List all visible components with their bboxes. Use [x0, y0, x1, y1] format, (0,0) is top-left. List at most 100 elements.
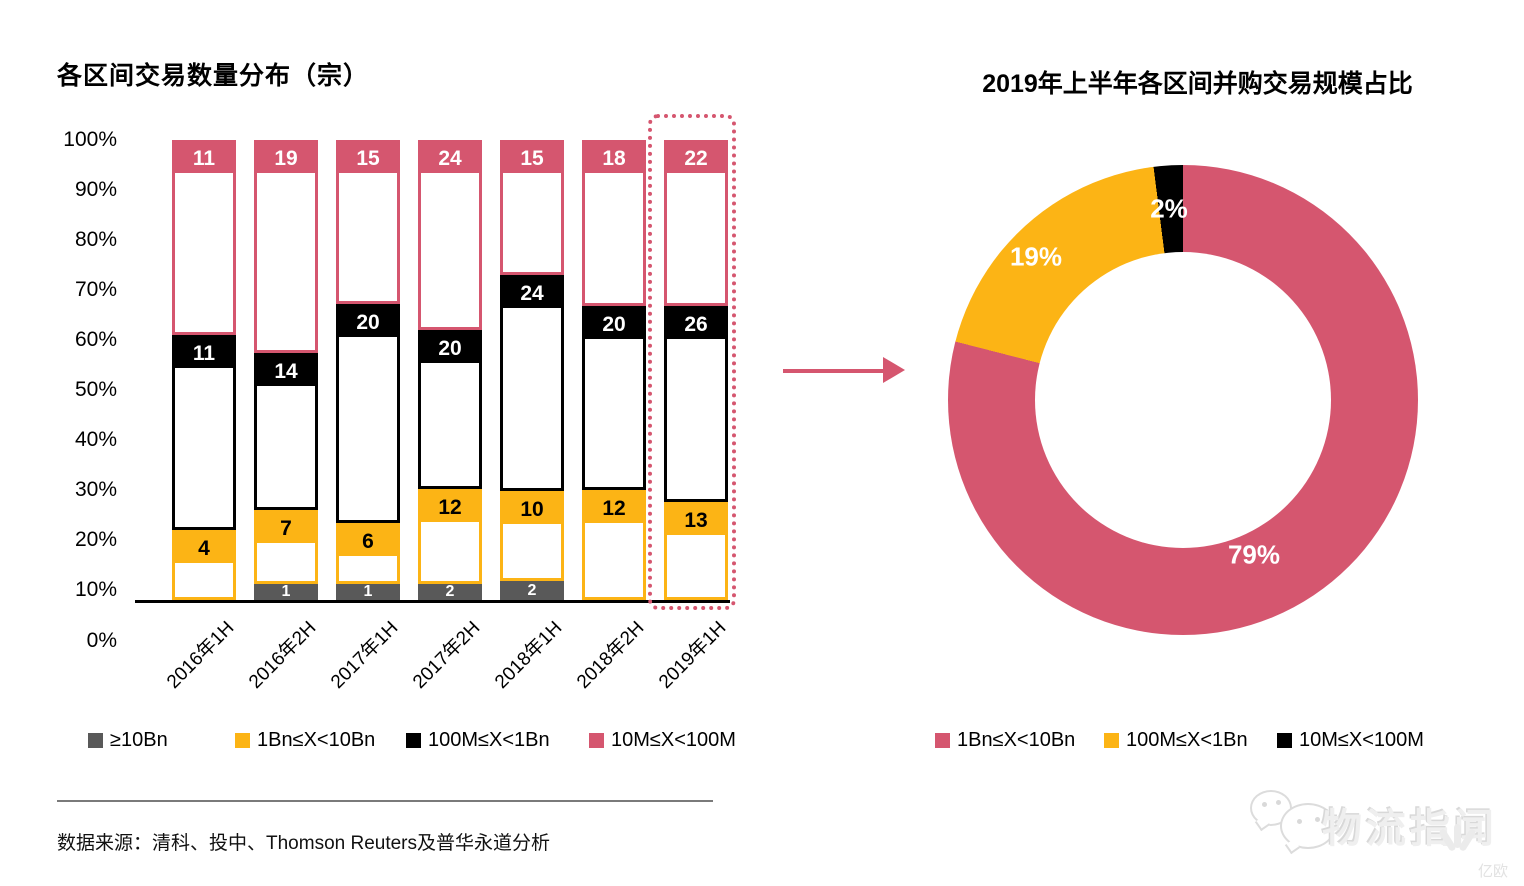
bar-segment: 13 — [664, 502, 728, 600]
segment-value-label: 7 — [257, 513, 315, 543]
watermark: 物流指闻 亿欧 — [1248, 782, 1524, 886]
segment-value-label: 20 — [339, 307, 397, 337]
legend-label: 1Bn≤X<10Bn — [957, 729, 1076, 751]
y-axis-label-50%: 50% — [74, 378, 117, 401]
bubble-eye — [1315, 817, 1320, 822]
legend-label: 10M≤X<100M — [611, 729, 736, 751]
footer-divider — [57, 800, 713, 802]
segment-value-label: 14 — [257, 356, 315, 386]
donut-chart-title: 2019年上半年各区间并购交易规模占比 — [982, 70, 1413, 98]
donut-slice-label-2%: 2% — [1150, 193, 1188, 224]
donut-chart: 79% 19% 2% — [948, 165, 1418, 635]
bar-segment: 1 — [336, 583, 400, 600]
segment-value-label: 11 — [175, 338, 233, 368]
legend-label: 1Bn≤X<10Bn — [257, 729, 376, 751]
segment-value-label: 19 — [257, 143, 315, 173]
legend-item-100m-1bn-yellow: 100M≤X<1Bn — [1104, 729, 1248, 752]
segment-value-label: 13 — [667, 505, 725, 535]
segment-value-label: 12 — [421, 492, 479, 522]
segment-value-label: 20 — [421, 333, 479, 363]
bar-2017年2H: 24 20 12 2 — [418, 140, 482, 600]
segment-value-label: 26 — [667, 309, 725, 339]
bar-2018年2H: 18 20 12 — [582, 140, 646, 600]
watermark-partner-text: 亿欧 — [1478, 863, 1509, 880]
segment-value-label: 10 — [503, 494, 561, 524]
y-axis-label-100%: 100% — [63, 128, 117, 151]
legend-swatch-yellow — [235, 733, 250, 748]
legend-swatch-black — [406, 733, 421, 748]
bar-segment: 4 — [172, 530, 236, 600]
bar-segment: 7 — [254, 510, 318, 584]
legend-item-100m-1bn: 100M≤X<1Bn — [406, 729, 550, 752]
bar-2016年1H: 11 11 4 — [172, 140, 236, 600]
legend-item-10m-100m-black: 10M≤X<100M — [1277, 729, 1424, 752]
y-axis-label-90%: 90% — [74, 178, 117, 201]
segment-value-label: 15 — [503, 143, 561, 173]
y-axis-label-0%: 0% — [86, 629, 117, 652]
watermark-brand-text: 物流指闻 — [1322, 807, 1498, 851]
y-axis-label-20%: 20% — [74, 528, 117, 551]
legend-swatch-black — [1277, 733, 1292, 748]
bar-segment: 24 — [500, 275, 564, 491]
highlight-box-2019-1H — [648, 114, 736, 610]
segment-value-label: 24 — [421, 143, 479, 173]
bar-2019年1H: 22 26 13 — [664, 140, 728, 600]
y-axis-label-10%: 10% — [74, 578, 117, 601]
bubble-eye — [1262, 802, 1267, 807]
bar-segment: 20 — [418, 330, 482, 489]
bubble-eye — [1297, 819, 1302, 824]
bar-2016年2H: 19 14 7 1 — [254, 140, 318, 600]
legend-swatch-yellow — [1104, 733, 1119, 748]
y-axis-label-40%: 40% — [74, 428, 117, 451]
bar-segment: 18 — [582, 140, 646, 306]
bar-segment: 20 — [582, 306, 646, 490]
bar-segment: 12 — [418, 489, 482, 584]
y-axis: 100% 90% 80% 70% 60% 50% 40% 30% 20% 10% 0% — [33, 128, 117, 680]
bar-2017年1H: 15 20 6 1 — [336, 140, 400, 600]
bar-segment: 14 — [254, 353, 318, 510]
chat-bubble-icon — [1280, 803, 1336, 849]
segment-value-label: 6 — [339, 526, 397, 556]
donut-hole — [1035, 252, 1331, 548]
segment-value-label: 12 — [585, 493, 643, 523]
bar-segment: 24 — [418, 140, 482, 330]
bubble-eye — [1276, 800, 1281, 805]
bar-chart-plot: 100% 90% 80% 70% 60% 50% 40% 30% 20% 10% 0% 11 11 4 1… — [63, 114, 747, 693]
partner-logo-icon — [1454, 824, 1461, 848]
segment-value-label: 4 — [175, 533, 233, 563]
legend-item-10m-100m: 10M≤X<100M — [589, 729, 736, 752]
segment-value-label: 24 — [503, 278, 561, 308]
bar-segment: 2 — [500, 581, 564, 600]
legend-swatch-pink — [935, 733, 950, 748]
legend-swatch-gray — [88, 733, 103, 748]
bar-segment: 11 — [172, 140, 236, 335]
bar-chart-title: 各区间交易数量分布（宗） — [57, 62, 370, 90]
data-source-text: 数据来源：清科、投中、Thomson Reuters及普华永道分析 — [57, 833, 551, 854]
bar-segment: 26 — [664, 306, 728, 502]
legend-label: 100M≤X<1Bn — [1126, 729, 1248, 751]
legend-label: ≥10Bn — [110, 729, 168, 751]
bar-segment: 12 — [582, 490, 646, 600]
y-axis-label-60%: 60% — [74, 328, 117, 351]
y-axis-label-30%: 30% — [74, 478, 117, 501]
donut-slice-label-79%: 79% — [1227, 539, 1281, 570]
bar-segment: 2 — [418, 583, 482, 600]
y-axis-label-80%: 80% — [74, 228, 117, 251]
segment-value-label: 15 — [339, 143, 397, 173]
legend-item-1bn-10bn: 1Bn≤X<10Bn — [235, 729, 375, 752]
bar-segment: 6 — [336, 523, 400, 584]
segment-value-label: 20 — [585, 309, 643, 339]
segment-value-label: 18 — [585, 143, 643, 173]
legend-label: 100M≤X<1Bn — [428, 729, 550, 751]
y-axis-label-70%: 70% — [74, 278, 117, 301]
bar-segment: 15 — [336, 140, 400, 304]
bar-segment: 15 — [500, 140, 564, 275]
bar-segment: 11 — [172, 335, 236, 530]
bar-segment: 22 — [664, 140, 728, 306]
legend-swatch-pink — [589, 733, 604, 748]
arrow-head — [883, 357, 905, 383]
segment-value-label: 22 — [667, 143, 725, 173]
bar-segment: 1 — [254, 583, 318, 600]
segment-value-label: 11 — [175, 143, 233, 173]
bar-2018年1H: 15 24 10 2 — [500, 140, 564, 600]
